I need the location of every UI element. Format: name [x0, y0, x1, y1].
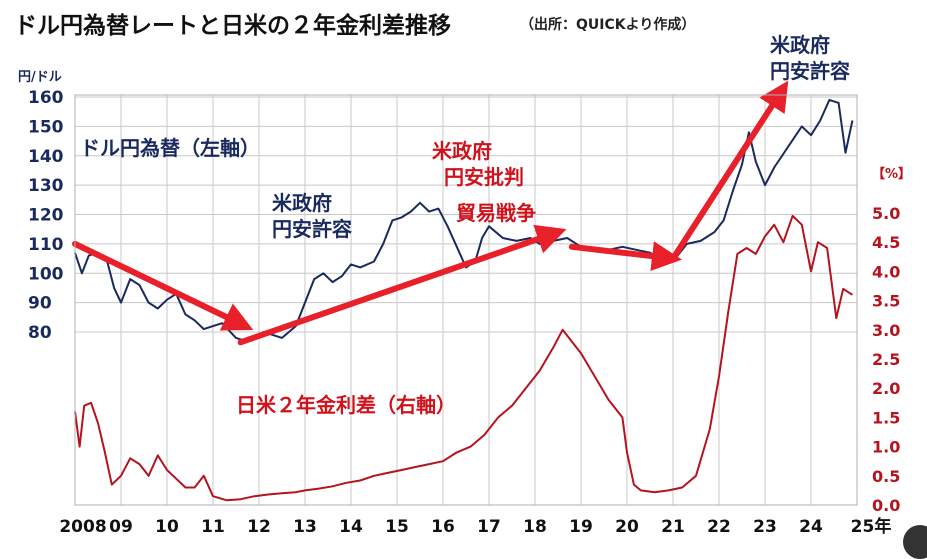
annotations: ドル円為替（左軸）米政府円安許容米政府円安批判貿易戦争米政府円安許容日米２年金利… [80, 33, 850, 417]
right-axis-unit: 【%】 [872, 167, 912, 182]
trend-arrow [72, 240, 254, 331]
trend-arrows [72, 80, 789, 346]
x-tick-label: 15 [385, 517, 409, 537]
x-tick-label: 24 [799, 517, 823, 537]
left-tick-label: 110 [28, 235, 64, 255]
annotation: ドル円為替（左軸） [80, 136, 260, 160]
left-axis-unit: 円/ドル [18, 70, 62, 85]
x-tick-label: 16 [431, 517, 455, 537]
x-tick-label: 22 [707, 517, 731, 537]
trend-arrow [670, 80, 789, 262]
chart-canvas: 80 90 100 110 120 130 140 150 160 0.0 0.5 1.0 1.5 2.0… [28, 33, 900, 537]
right-tick-label: 4.0 [872, 262, 900, 281]
left-tick-label: 140 [28, 147, 64, 167]
right-tick-label: 4.5 [872, 233, 900, 252]
x-tick-label: 23 [753, 517, 777, 537]
axes: 80 90 100 110 120 130 140 150 160 0.0 0.5 1.0 1.5 2.0… [28, 88, 900, 537]
left-tick-label: 160 [28, 88, 64, 108]
left-tick-label: 150 [28, 117, 64, 137]
x-tick-label: 19 [569, 517, 593, 537]
left-tick-label: 130 [28, 176, 64, 196]
left-tick-label: 90 [28, 294, 52, 314]
annotation: 米政府円安批判 [432, 139, 524, 189]
rate-spread-series [74, 214, 853, 502]
plot-frame [74, 94, 858, 506]
right-tick-label: 0.5 [872, 467, 900, 486]
annotation: 貿易戦争 [456, 201, 536, 225]
right-tick-label: 3.5 [872, 292, 900, 311]
right-tick-label: 3.0 [872, 321, 900, 340]
left-tick-label: 80 [28, 323, 52, 343]
annotation: 米政府円安許容 [770, 33, 850, 83]
right-tick-label: 5.0 [872, 204, 900, 223]
usdjpy-line [74, 98, 854, 342]
x-tick-label: 11 [201, 517, 225, 537]
x-tick-label: 14 [339, 517, 363, 537]
x-tick-label: 13 [293, 517, 317, 537]
right-tick-label: 2.0 [872, 379, 900, 398]
spread-line [74, 214, 853, 502]
usdjpy-series [74, 98, 854, 342]
x-tick-label: 20 [615, 517, 639, 537]
trend-arrow [568, 241, 682, 272]
x-tick-label: 25年 [851, 516, 892, 537]
x-tick-label: 2008 [59, 517, 106, 537]
trend-arrow [237, 224, 567, 346]
left-tick-label: 120 [28, 206, 64, 226]
x-tick-label: 18 [523, 517, 547, 537]
source-note: （出所：QUICKより作成） [520, 17, 696, 33]
left-tick-label: 100 [28, 264, 64, 284]
right-tick-label: 2.5 [872, 350, 900, 369]
x-tick-label: 09 [109, 517, 133, 537]
right-tick-label: 0.0 [872, 496, 900, 515]
x-tick-label: 21 [661, 517, 685, 537]
annotation: 米政府円安許容 [272, 191, 352, 241]
annotation: 日米２年金利差（右軸） [236, 393, 456, 417]
chart-title: ドル円為替レートと日米の２年金利差推移 [14, 13, 451, 39]
x-tick-label: 12 [247, 517, 271, 537]
right-tick-label: 1.0 [872, 438, 900, 457]
right-tick-label: 1.5 [872, 408, 900, 427]
x-tick-label: 17 [477, 517, 501, 537]
x-tick-label: 10 [155, 517, 179, 537]
corner-shape [903, 525, 927, 559]
